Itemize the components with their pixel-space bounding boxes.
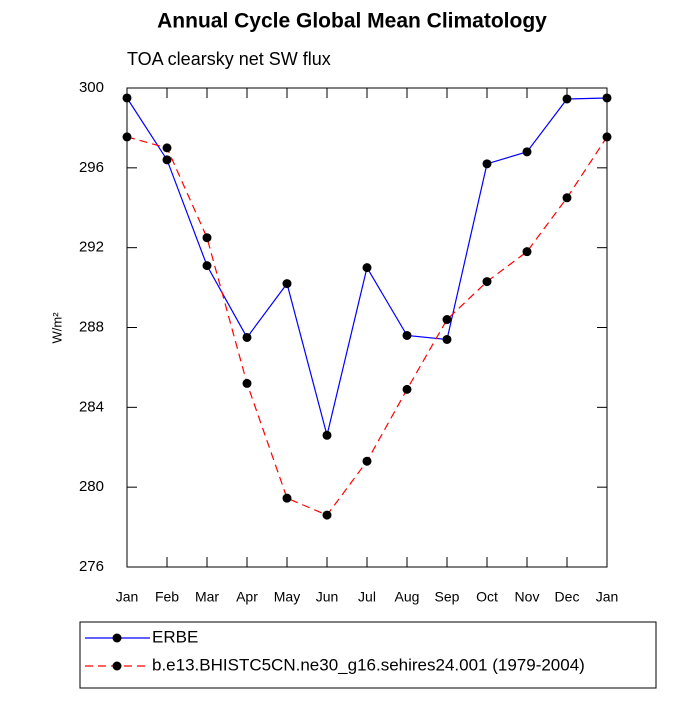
data-point [562, 94, 572, 104]
x-tick-label: Oct [476, 589, 498, 605]
data-point [522, 247, 532, 257]
x-tick-label: Jul [358, 589, 376, 605]
data-point [442, 315, 452, 325]
data-point [442, 334, 452, 344]
data-point [322, 430, 332, 440]
data-point [482, 159, 492, 169]
x-tick-label: Apr [236, 589, 258, 605]
x-tick-label: May [274, 589, 300, 605]
data-point [162, 155, 172, 165]
data-point [402, 384, 412, 394]
chart-subtitle: TOA clearsky net SW flux [127, 49, 331, 69]
data-point [522, 147, 532, 157]
data-point [602, 93, 612, 103]
data-point [282, 493, 292, 503]
chart-title: Annual Cycle Global Mean Climatology [157, 10, 547, 33]
data-point [562, 193, 572, 203]
x-tick-label: Jun [316, 589, 339, 605]
y-tick-label: 280 [79, 478, 104, 495]
y-tick-label: 300 [79, 79, 104, 96]
legend-box [79, 621, 657, 689]
data-point [202, 261, 212, 271]
data-point [362, 263, 372, 273]
y-tick-label: 276 [79, 558, 104, 575]
x-tick-label: Sep [435, 589, 460, 605]
data-point [242, 378, 252, 388]
plot-frame [126, 87, 608, 568]
x-tick-label: Aug [395, 589, 420, 605]
data-point [282, 279, 292, 289]
y-tick-label: 284 [79, 398, 104, 415]
data-point [162, 143, 172, 153]
y-tick-label: 292 [79, 239, 104, 256]
legend-label: ERBE [152, 627, 198, 646]
y-axis-label: W/m² [49, 312, 64, 344]
x-tick-label: Jan [116, 589, 139, 605]
legend-label: b.e13.BHISTC5CN.ne30_g16.sehires24.001 (… [152, 655, 585, 674]
data-point [202, 233, 212, 243]
y-tick-label: 288 [79, 318, 104, 335]
data-point [122, 93, 132, 103]
data-point [602, 132, 612, 142]
legend-marker [112, 661, 122, 671]
legend-marker [112, 633, 122, 643]
x-tick-label: Feb [155, 589, 179, 605]
x-tick-label: Mar [195, 589, 219, 605]
data-point [322, 510, 332, 520]
y-tick-label: 296 [79, 159, 104, 176]
data-point [362, 456, 372, 466]
data-point [242, 332, 252, 342]
x-tick-label: Jan [596, 589, 619, 605]
data-point [122, 132, 132, 142]
x-tick-label: Nov [515, 589, 540, 605]
x-tick-label: Dec [555, 589, 580, 605]
data-point [482, 277, 492, 287]
data-point [402, 330, 412, 340]
